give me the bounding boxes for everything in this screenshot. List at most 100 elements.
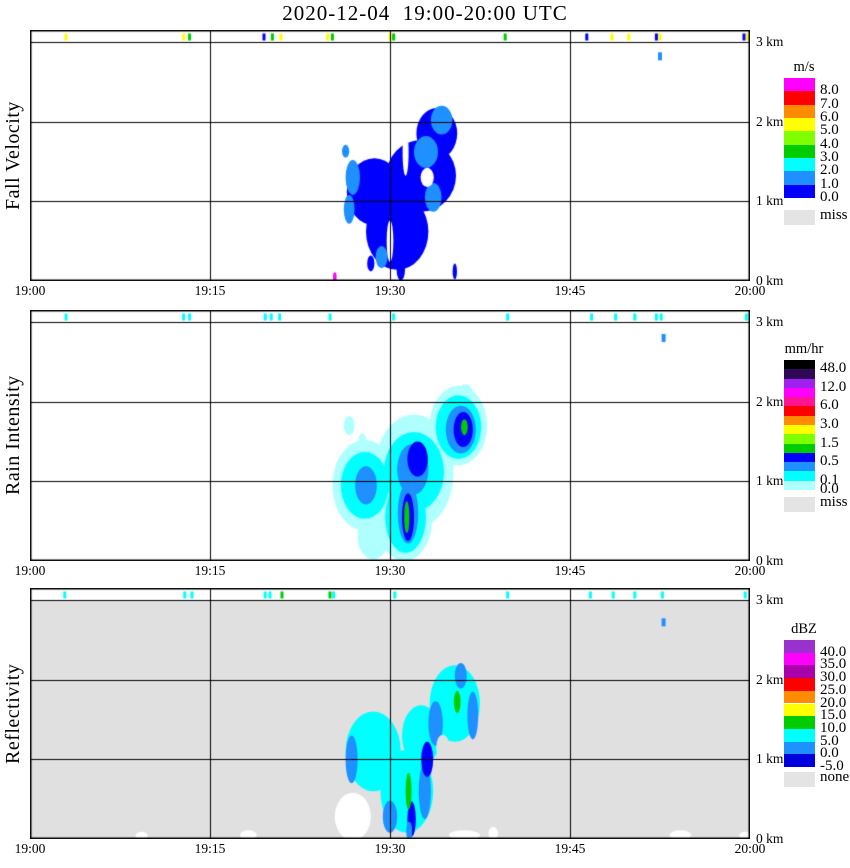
legend-value-label: 40.0 (820, 643, 847, 660)
legend-value-label: 15.0 (820, 707, 847, 724)
x-tick-label: 19:45 (554, 563, 586, 578)
height-label: 3 km (756, 314, 784, 329)
legend-missing-swatch (784, 497, 815, 512)
legend-color-segment (784, 443, 815, 453)
legend-value-label: 0.5 (820, 453, 839, 470)
fall-velocity-plot-canvas (30, 30, 750, 281)
legend-color-segment (784, 378, 815, 388)
height-label: 3 km (756, 592, 784, 607)
x-tick-label: 20:00 (734, 563, 766, 578)
height-label: 1 km (756, 193, 784, 209)
height-label: 2 km (756, 113, 784, 129)
height-label: 0 km (756, 553, 784, 568)
legend-color-segment (784, 480, 815, 490)
legend-value-label: 4.0 (820, 135, 839, 152)
height-label: 1 km (756, 751, 784, 767)
legend-color-segment (784, 716, 815, 729)
legend-color-segment (784, 452, 815, 463)
x-tick-label: 19:30 (374, 563, 406, 578)
legend-value-label: 10.0 (820, 719, 847, 736)
height-label: 2 km (756, 671, 784, 687)
legend-value-label: 35.0 (820, 656, 847, 673)
legend-value-label: 20.0 (820, 694, 847, 711)
legend-color-segment (784, 144, 815, 158)
height-label: 2 km (756, 393, 784, 409)
legend-color-segment (784, 678, 815, 691)
legend-units-title: dBZ (791, 621, 817, 637)
y-axis-title-fall-velocity: Fall Velocity (2, 101, 24, 210)
x-tick-label: 19:00 (14, 841, 46, 856)
legend-color-segment (784, 703, 815, 717)
legend-color-segment (784, 387, 815, 398)
rain-intensity-plot-canvas (30, 310, 750, 561)
legend-missing-label: miss (820, 207, 848, 223)
legend-value-label: 5.0 (820, 732, 839, 749)
legend-color-segment (784, 690, 815, 704)
x-tick-label: 20:00 (734, 841, 766, 856)
legend-color-segment (784, 425, 815, 435)
legend-value-label: 3.0 (820, 149, 839, 165)
legend-color-segment (784, 434, 815, 444)
legend-value-label: 8.0 (820, 82, 839, 99)
height-label: 3 km (756, 34, 784, 49)
legend-value-label: 3.0 (820, 416, 839, 432)
legend-color-segment (784, 406, 815, 416)
reflectivity-plot-canvas (30, 588, 750, 839)
x-tick-label: 19:00 (14, 563, 46, 578)
legend-color-segment (784, 754, 815, 767)
legend-color-segment (784, 471, 815, 481)
legend-color-segment (784, 741, 815, 755)
legend-missing-label: none (820, 769, 850, 785)
legend-value-label: 25.0 (820, 681, 847, 698)
legend-units-title: m/s (793, 59, 815, 75)
legend-color-segment (784, 640, 815, 653)
legend-missing-swatch (784, 210, 815, 225)
height-label: 0 km (756, 273, 784, 288)
height-label: 1 km (756, 473, 784, 489)
legend-color-segment (784, 415, 815, 425)
legend-color-segment (784, 131, 815, 145)
height-label: 0 km (756, 831, 784, 846)
legend-value-label: 0.0 (820, 745, 839, 762)
legend-color-segment (784, 397, 815, 407)
y-axis-title-rain-intensity: Rain Intensity (2, 375, 24, 496)
legend-value-label: 6.0 (820, 397, 839, 414)
figure-title: 2020-12-04 19:00-20:00 UTC (282, 1, 568, 25)
legend-color-segment (784, 158, 815, 172)
legend-color-segment (784, 91, 815, 105)
panel-fall-velocity: Fall Velocity 19:00 19:15 19:30 19:45 20:00 … (0, 30, 850, 300)
legend-color-segment (784, 104, 815, 118)
legend-color-segment (784, 652, 815, 666)
x-tick-label: 19:00 (14, 283, 46, 298)
legend-color-segment (784, 369, 815, 379)
legend-color-segment (784, 78, 815, 92)
x-tick-label: 20:00 (734, 283, 766, 298)
legend-value-label: 2.0 (820, 162, 839, 179)
legend-value-label: 1.0 (820, 175, 839, 192)
y-axis-title-reflectivity: Reflectivity (2, 663, 24, 764)
legend-value-label: 48.0 (820, 360, 847, 377)
legend-value-label: 30.0 (820, 669, 847, 686)
x-tick-label: 19:15 (194, 563, 226, 578)
legend-color-segment (784, 728, 815, 742)
legend-color-segment (784, 360, 815, 370)
legend-value-label: 6.0 (820, 109, 839, 125)
legend-color-segment (784, 184, 815, 198)
legend-value-label: 12.0 (820, 378, 847, 395)
x-tick-label: 19:30 (374, 283, 406, 298)
legend-value-label: 7.0 (820, 95, 839, 112)
x-tick-label: 19:45 (554, 283, 586, 298)
legend-value-label: 1.5 (820, 434, 839, 451)
legend-value-label: 0.0 (820, 481, 839, 497)
legend-color-segment (784, 665, 815, 679)
legend-units-title: mm/hr (784, 341, 824, 357)
legend-missing-label: miss (820, 494, 848, 510)
x-tick-label: 19:15 (194, 841, 226, 856)
legend-value-label: -5.0 (820, 758, 844, 774)
legend-missing-swatch (784, 772, 815, 787)
legend-color-segment (784, 118, 815, 132)
x-tick-label: 19:30 (374, 841, 406, 856)
x-tick-label: 19:45 (554, 841, 586, 856)
legend-value-label: 0.1 (820, 471, 839, 488)
